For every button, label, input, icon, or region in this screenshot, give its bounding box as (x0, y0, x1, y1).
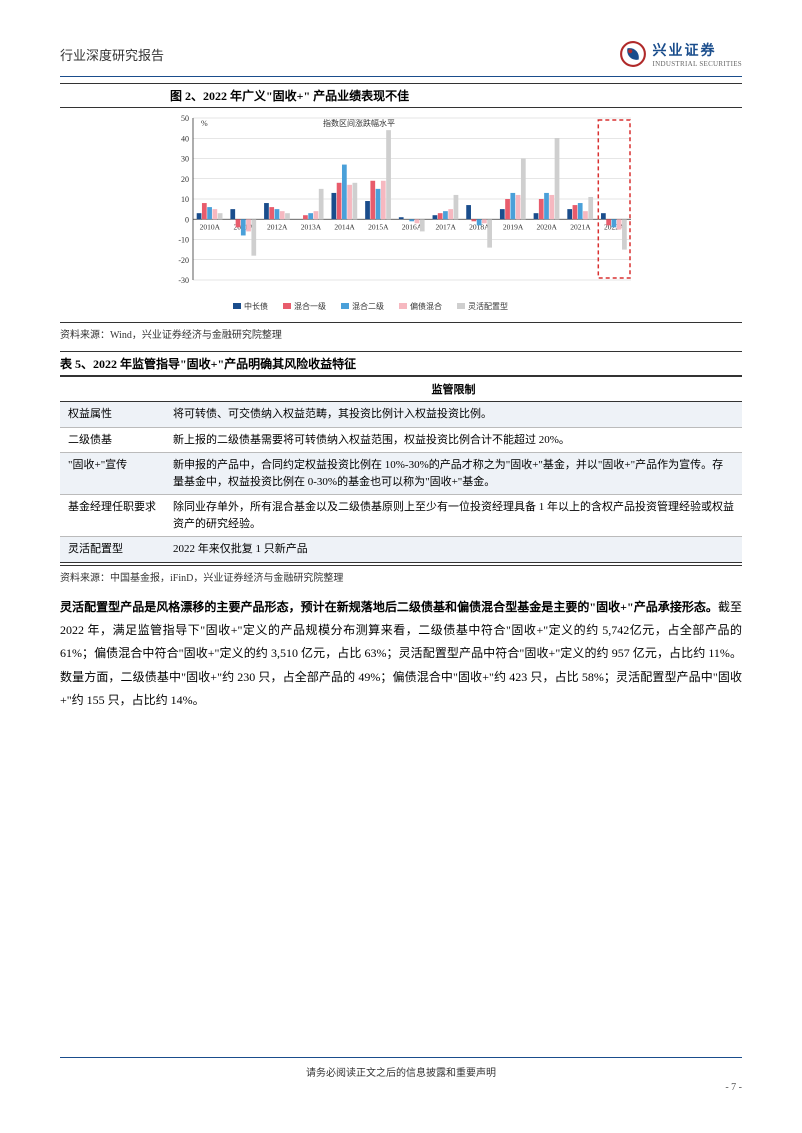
svg-text:10: 10 (181, 195, 189, 204)
svg-text:2019A: 2019A (503, 222, 524, 231)
svg-text:2016A: 2016A (402, 222, 423, 231)
doc-type-label: 行业深度研究报告 (60, 45, 164, 64)
table-cell-value: 新申报的产品中，合同约定权益投资比例在 10%-30%的产品才称之为"固收+"基… (165, 453, 742, 495)
table-source: 资料来源：中国基金报，iFinD，兴业证券经济与金融研究院整理 (60, 565, 742, 584)
svg-text:-30: -30 (178, 276, 189, 285)
svg-text:2020A: 2020A (537, 222, 558, 231)
svg-text:20: 20 (181, 175, 189, 184)
table-header-cell: 监管限制 (165, 377, 742, 402)
svg-text:偏债混合: 偏债混合 (410, 301, 442, 311)
svg-text:-20: -20 (178, 256, 189, 265)
logo-text-en: INDUSTRIAL SECURITIES (653, 60, 742, 68)
footer-disclaimer: 请务必阅读正文之后的信息披露和重要声明 (60, 1064, 742, 1079)
svg-text:2021A: 2021A (570, 222, 591, 231)
body-paragraph: 灵活配置型产品是风格漂移的主要产品形态，预计在新规落地后二级债基和偏债混合型基金… (60, 596, 742, 713)
svg-text:30: 30 (181, 155, 189, 164)
logo-text-cn: 兴业证券 (653, 40, 742, 60)
table-cell-key: "固收+"宣传 (60, 453, 165, 495)
table-row: 二级债基新上报的二级债基需要将可转债纳入权益范围，权益投资比例合计不能超过 20… (60, 427, 742, 453)
svg-text:中长债: 中长债 (244, 301, 268, 311)
page-number: - 7 - (60, 1082, 742, 1093)
table-cell-value: 新上报的二级债基需要将可转债纳入权益范围，权益投资比例合计不能超过 20%。 (165, 427, 742, 453)
regulation-table: 监管限制 权益属性将可转债、可交债纳入权益范畴，其投资比例计入权益投资比例。二级… (60, 376, 742, 563)
table-cell-value: 将可转债、可交债纳入权益范畴，其投资比例计入权益投资比例。 (165, 402, 742, 428)
table-cell-value: 除同业存单外，所有混合基金以及二级债基原则上至少有一位投资经理具备 1 年以上的… (165, 495, 742, 537)
svg-text:40: 40 (181, 134, 189, 143)
table-cell-key: 权益属性 (60, 402, 165, 428)
bar-chart: -30-20-1001020304050%指数区间涨跌幅水平2010A2011A… (161, 110, 641, 320)
table-cell-value: 2022 年来仅批复 1 只新产品 (165, 537, 742, 563)
para-rest: 截至 2022 年，满足监管指导下"固收+"定义的产品规模分布测算来看，二级债基… (60, 600, 742, 708)
table-title: 表 5、2022 年监管指导"固收+"产品明确其风险收益特征 (60, 351, 742, 376)
table-cell-key: 二级债基 (60, 427, 165, 453)
table-row: 灵活配置型2022 年来仅批复 1 只新产品 (60, 537, 742, 563)
svg-text:2012A: 2012A (267, 222, 288, 231)
page-footer: 请务必阅读正文之后的信息披露和重要声明 - 7 - (60, 1057, 742, 1093)
svg-text:2013A: 2013A (301, 222, 322, 231)
svg-text:50: 50 (181, 114, 189, 123)
para-bold-lead: 灵活配置型产品是风格漂移的主要产品形态，预计在新规落地后二级债基和偏债混合型基金… (60, 600, 718, 614)
svg-text:指数区间涨跌幅水平: 指数区间涨跌幅水平 (323, 118, 395, 128)
chart-svg: -30-20-1001020304050%指数区间涨跌幅水平2010A2011A… (161, 110, 641, 320)
svg-text:2010A: 2010A (200, 222, 221, 231)
svg-text:灵活配置型: 灵活配置型 (468, 301, 508, 311)
figure-source: 资料来源：Wind，兴业证券经济与金融研究院整理 (60, 322, 742, 341)
company-logo: 兴业证券 INDUSTRIAL SECURITIES (619, 40, 742, 68)
svg-text:0: 0 (185, 215, 189, 224)
svg-text:2015A: 2015A (368, 222, 389, 231)
svg-text:2017A: 2017A (435, 222, 456, 231)
table-header-cell (60, 377, 165, 402)
page-header: 行业深度研究报告 兴业证券 INDUSTRIAL SECURITIES (60, 40, 742, 77)
table-row: 基金经理任职要求除同业存单外，所有混合基金以及二级债基原则上至少有一位投资经理具… (60, 495, 742, 537)
table-header-row: 监管限制 (60, 377, 742, 402)
table-row: 权益属性将可转债、可交债纳入权益范畴，其投资比例计入权益投资比例。 (60, 402, 742, 428)
figure-title: 图 2、2022 年广义"固收+" 产品业绩表现不佳 (60, 83, 742, 108)
table-row: "固收+"宣传新申报的产品中，合同约定权益投资比例在 10%-30%的产品才称之… (60, 453, 742, 495)
svg-text:-10: -10 (178, 236, 189, 245)
svg-text:混合一级: 混合一级 (294, 301, 326, 311)
svg-text:2014A: 2014A (334, 222, 355, 231)
table-cell-key: 基金经理任职要求 (60, 495, 165, 537)
logo-icon (619, 40, 647, 68)
table-cell-key: 灵活配置型 (60, 537, 165, 563)
svg-text:混合二级: 混合二级 (352, 301, 384, 311)
svg-text:%: % (201, 119, 208, 128)
